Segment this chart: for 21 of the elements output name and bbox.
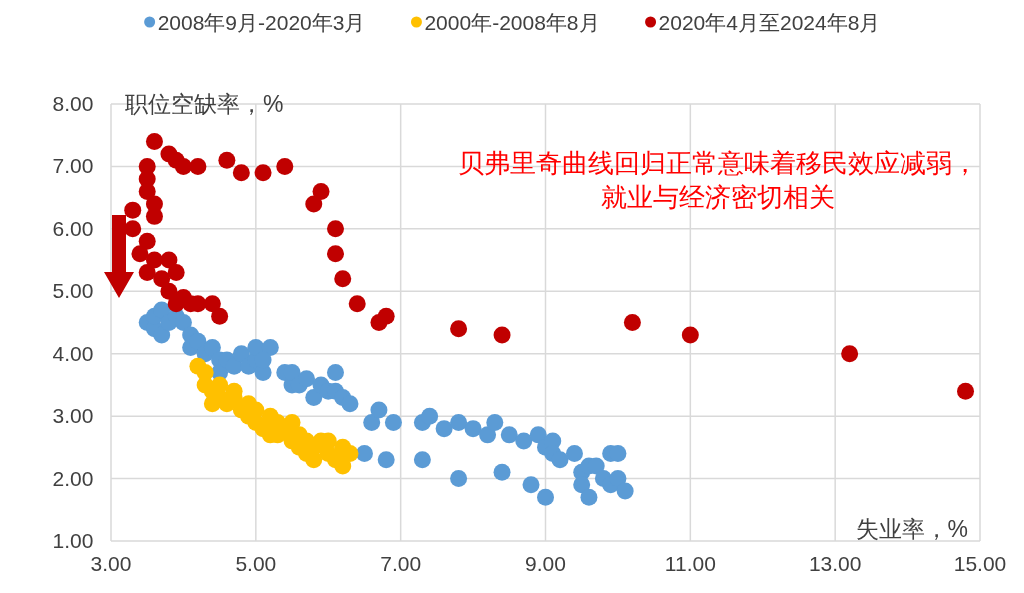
y-tick-label: 8.00 bbox=[52, 92, 94, 115]
y-tick-label: 3.00 bbox=[52, 404, 94, 428]
y-tick-label: 7.00 bbox=[52, 154, 94, 178]
x-tick-label: 3.00 bbox=[90, 552, 132, 575]
y-tick-label: 2.00 bbox=[52, 466, 94, 490]
x-tick-label: 5.00 bbox=[235, 552, 277, 575]
x-tick-label: 9.00 bbox=[525, 552, 566, 575]
y-tick-label: 6.00 bbox=[52, 216, 94, 240]
legend-label: 2008年9月-2020年3月 bbox=[157, 11, 366, 34]
x-axis-title: 失业率，% bbox=[855, 516, 968, 542]
x-tick-label: 15.00 bbox=[953, 552, 1007, 575]
y-tick-label: 5.00 bbox=[52, 279, 94, 303]
annotation: 贝弗里奇曲线回归正常意味着移民效应减弱，就业与经济密切相关 bbox=[458, 149, 978, 212]
legend-label: 2000年-2008年8月 bbox=[424, 11, 600, 34]
x-tick-label: 13.00 bbox=[808, 552, 862, 575]
y-tick-label: 4.00 bbox=[52, 341, 94, 365]
y-tick-label: 1.00 bbox=[52, 529, 94, 552]
y-axis-title: 职位空缺率，% bbox=[125, 91, 284, 117]
legend-label: 2020年4月至2024年8月 bbox=[658, 11, 881, 34]
x-tick-label: 7.00 bbox=[380, 552, 422, 575]
x-tick-label: 11.00 bbox=[664, 552, 716, 575]
